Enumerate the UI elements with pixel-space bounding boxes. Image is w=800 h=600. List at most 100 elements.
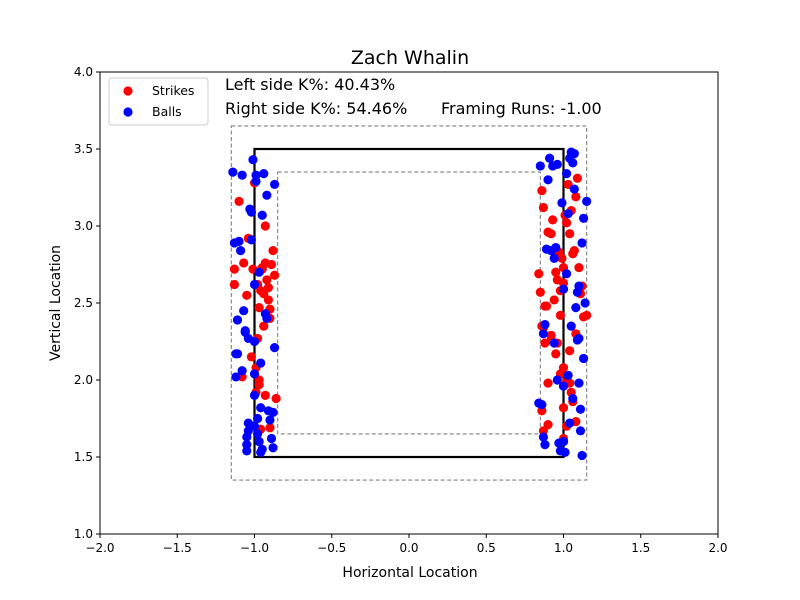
strike-point xyxy=(246,352,257,362)
ball-point xyxy=(249,390,260,400)
ball-point xyxy=(235,246,246,256)
y-tick-label: 3.0 xyxy=(74,219,93,233)
ball-point xyxy=(538,432,549,442)
strike-point xyxy=(557,253,567,263)
ball-point xyxy=(575,426,586,436)
y-axis: 1.0 1.5 2.0 2.5 3.0 3.5 4.0 xyxy=(74,65,100,541)
strike-point xyxy=(540,301,550,311)
inner-zone-box xyxy=(277,171,541,435)
ball-point xyxy=(534,398,544,408)
strike-point xyxy=(229,264,240,274)
legend: Strikes Balls xyxy=(108,77,209,126)
strike-point xyxy=(239,258,249,268)
strike-point xyxy=(549,295,559,305)
x-tick-label: −1.0 xyxy=(240,541,269,555)
x-tick-label: −1.5 xyxy=(163,541,192,555)
ball-point xyxy=(254,267,264,277)
ball-point xyxy=(256,403,266,413)
ball-point xyxy=(552,375,562,385)
strike-point xyxy=(269,270,280,280)
framing-runs-annotation: Framing Runs: -1.00 xyxy=(441,99,602,118)
strike-point xyxy=(571,192,581,202)
ball-point xyxy=(551,242,561,253)
strike-point xyxy=(262,275,272,285)
outer-zone-box xyxy=(230,125,588,481)
ball-point xyxy=(580,298,590,308)
strike-point xyxy=(558,363,569,373)
ball-point xyxy=(535,161,545,171)
ball-point xyxy=(265,415,275,425)
strike-point xyxy=(234,196,244,206)
x-tick-label: 0.0 xyxy=(399,541,418,555)
strike-point xyxy=(574,262,584,273)
plot-area xyxy=(99,71,719,535)
legend-balls-label: Balls xyxy=(152,104,182,119)
ball-point xyxy=(246,207,257,217)
strike-point xyxy=(569,246,579,256)
strike-point xyxy=(242,290,252,300)
ball-point xyxy=(565,418,575,428)
strike-point xyxy=(543,378,553,388)
ball-point xyxy=(540,319,550,330)
ball-point xyxy=(578,353,589,364)
strike-point xyxy=(543,420,553,430)
ball-point xyxy=(252,429,263,439)
ball-point xyxy=(577,238,587,248)
strike-point xyxy=(558,403,569,413)
ball-point xyxy=(560,447,570,457)
ball-point xyxy=(249,369,260,379)
ball-point xyxy=(232,349,243,359)
x-axis-label: Horizontal Location xyxy=(342,565,477,581)
strike-point xyxy=(551,349,561,359)
strike-point xyxy=(561,218,572,228)
strike-point xyxy=(555,310,566,320)
legend-strikes-marker xyxy=(123,86,133,96)
ball-point xyxy=(246,235,257,245)
y-tick-label: 1.5 xyxy=(74,450,93,464)
strike-point xyxy=(546,229,556,239)
strike-point xyxy=(266,259,277,270)
ball-point xyxy=(544,153,555,163)
ball-point xyxy=(232,315,243,325)
ball-point xyxy=(566,321,576,331)
ball-point xyxy=(563,209,573,219)
ball-point xyxy=(268,407,278,417)
x-tick-label: 1.5 xyxy=(631,541,650,555)
ball-point xyxy=(262,190,272,200)
strike-point xyxy=(565,229,575,239)
x-tick-label: 0.5 xyxy=(477,541,496,555)
ball-point xyxy=(582,196,592,206)
ball-point xyxy=(549,338,559,348)
ball-point xyxy=(574,333,584,344)
ball-point xyxy=(266,433,277,444)
ball-point xyxy=(558,437,569,447)
ball-point xyxy=(269,179,280,190)
strike-point xyxy=(535,287,545,297)
y-tick-label: 2.5 xyxy=(74,296,93,310)
zone-group xyxy=(230,125,588,481)
strike-point xyxy=(538,202,549,213)
y-tick-label: 2.0 xyxy=(74,373,93,387)
ball-point xyxy=(549,253,559,263)
strike-point xyxy=(551,267,561,277)
ball-point xyxy=(269,343,280,353)
strike-point xyxy=(259,321,269,331)
y-tick-label: 3.5 xyxy=(74,142,93,156)
ball-point xyxy=(268,443,278,453)
ball-point xyxy=(540,440,550,450)
ball-point xyxy=(257,210,267,220)
ball-point xyxy=(538,329,549,339)
strike-point xyxy=(263,283,274,293)
ball-point xyxy=(259,169,269,179)
strike-point xyxy=(565,346,575,356)
ball-point xyxy=(577,450,587,461)
ball-point xyxy=(257,444,267,454)
strike-point xyxy=(263,295,274,305)
ball-point xyxy=(561,169,572,179)
strike-point xyxy=(582,310,592,320)
ball-point xyxy=(249,421,260,431)
strike-point xyxy=(548,215,558,225)
x-tick-label: 1.0 xyxy=(554,541,573,555)
ball-point xyxy=(256,358,266,368)
